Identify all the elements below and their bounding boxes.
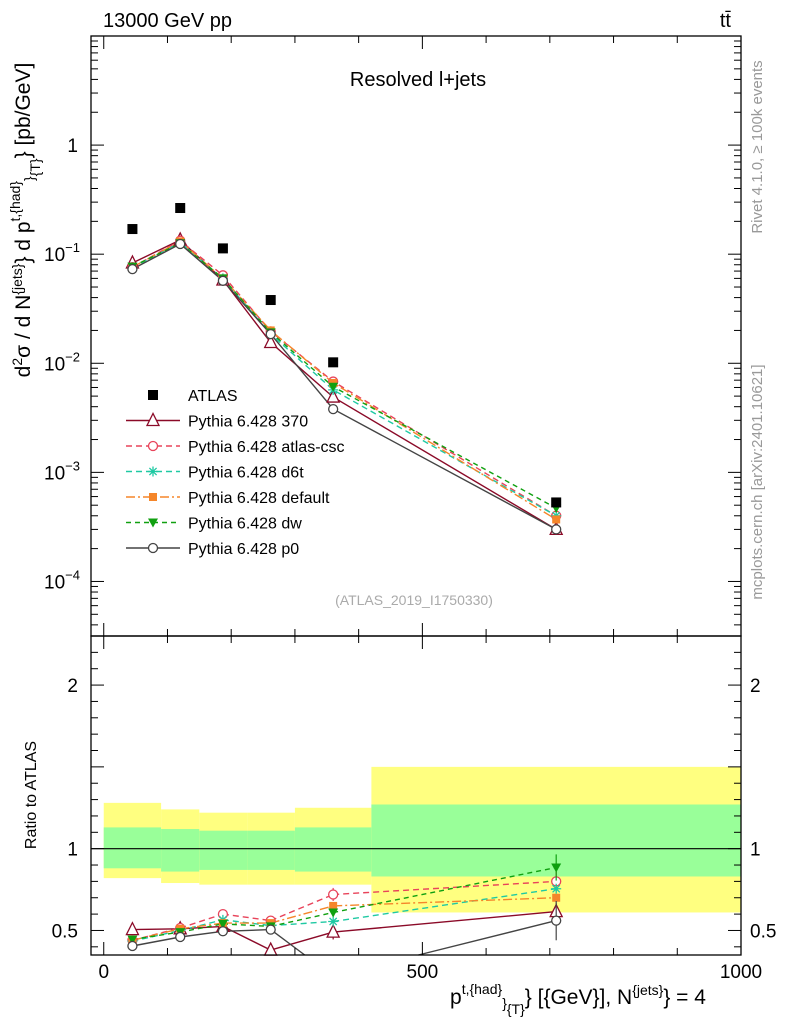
atlas-data-point [328, 357, 339, 368]
atlas-data-point [551, 497, 562, 508]
ratio-series-lines [132, 866, 557, 956]
atlas-data-point [127, 224, 138, 235]
main-y-tick-label: 10−3 [44, 458, 80, 484]
main-point-pythia-6-428-default [552, 515, 561, 524]
main-point-pythia-6-428-370 [326, 388, 341, 403]
x-tick-label: 1000 [720, 962, 762, 983]
stat-uncertainty-band [161, 829, 200, 872]
ticks: 0 500 1000 10−4 10−3 10−2 10−1 1 0.5 0.5 1 1 2 2 [44, 35, 776, 983]
legend-label-pythia-6-428-p0: Pythia 6.428 p0 [188, 541, 299, 558]
stat-uncertainty-band [247, 830, 295, 870]
ratio-y-tick-label-left: 1 [67, 840, 78, 861]
ratio-y-tick-label-right: 2 [750, 676, 761, 697]
chart-title: Resolved l+jets [350, 69, 486, 91]
main-point-pythia-6-428-p0 [217, 275, 229, 286]
legend-label-atlas: ATLAS [188, 388, 238, 405]
source-label: mcplots.cern.ch [arXiv:2401.10621] [749, 364, 766, 599]
legend-label-pythia-6-428-d6t: Pythia 6.428 d6t [188, 465, 304, 482]
stat-uncertainty-band [103, 827, 162, 869]
x-tick-label: 0 [98, 962, 109, 983]
rivet-label: Rivet 4.1.0, ≥ 100k events [749, 60, 766, 233]
ratio-markers [125, 854, 564, 956]
ratio-line-pythia-6-428-default [132, 897, 557, 941]
ratio-y-tick-label-left: 2 [67, 676, 78, 697]
legend-label-pythia-6-428-default: Pythia 6.428 default [188, 490, 330, 507]
legend-label-pythia-6-428-370: Pythia 6.428 370 [188, 414, 308, 431]
ratio-point-pythia-6-428-default [552, 893, 561, 902]
ratio-y-tick-label-right: 0.5 [750, 921, 776, 942]
main-point-pythia-6-428-p0 [175, 238, 186, 250]
energy-label: 13000 GeV pp [103, 10, 232, 32]
ratio-point-pythia-6-428-atlas-csc [328, 889, 339, 900]
main-y-tick-label: 10−1 [44, 240, 80, 266]
main-y-tick-label: 1 [67, 136, 78, 157]
legend-marker-atlas [148, 390, 158, 400]
ratio-y-tick-label-right: 1 [750, 840, 761, 861]
ratio-point-pythia-6-428-d6t [551, 883, 562, 894]
legend-marker-pythia-6-428-atlas-csc [147, 440, 159, 452]
frames [90, 35, 742, 956]
main-point-pythia-6-428-p0 [127, 263, 138, 275]
legend-label-pythia-6-428-atlas-csc: Pythia 6.428 atlas-csc [188, 439, 345, 456]
main-line-pythia-6-428-atlas-csc [132, 239, 557, 517]
x-axis-label: pt,{had}}{T}} [{GeV}], N{jets}} = 4 [450, 981, 706, 1017]
main-y-label: d2σ / d N{jets}} d pt,{had}}{T}} [pb/GeV… [7, 63, 43, 378]
main-point-pythia-6-428-p0 [328, 403, 339, 415]
ratio-point-pythia-6-428-p0 [175, 931, 186, 943]
legend-marker-pythia-6-428-d6t [148, 466, 158, 477]
main-line-pythia-6-428-370 [132, 239, 557, 531]
main-point-pythia-6-428-370 [263, 334, 278, 349]
ratio-line-pythia-6-428-370 [132, 910, 557, 951]
atlas-data-point [175, 203, 186, 214]
process-label: tt̄ [720, 10, 732, 32]
ratio-point-pythia-6-428-p0 [217, 926, 229, 937]
ratio-point-pythia-6-428-370 [326, 923, 341, 938]
legend: ATLAS Pythia 6.428 370 Pythia 6.428 atlas-… [126, 388, 345, 558]
ratio-point-pythia-6-428-default [329, 901, 338, 910]
main-y-tick-label: 10−4 [44, 567, 80, 593]
ratio-point-pythia-6-428-dw [127, 935, 138, 945]
ratio-line-pythia-6-428-p0 [132, 919, 557, 956]
atlas-data-point [265, 295, 276, 306]
main-point-pythia-6-428-p0 [265, 328, 276, 340]
ratio-point-pythia-6-428-p0 [265, 924, 276, 935]
main-line-pythia-6-428-p0 [132, 243, 557, 531]
analysis-id: (ATLAS_2019_I1750330) [335, 592, 493, 608]
ratio-point-pythia-6-428-p0 [551, 915, 562, 926]
ratio-y-tick-label-left: 0.5 [52, 921, 78, 942]
main-markers [125, 231, 564, 536]
legend-marker-pythia-6-428-p0 [147, 542, 159, 554]
ratio-point-pythia-6-428-370 [125, 921, 140, 936]
x-tick-label: 500 [407, 962, 439, 983]
main-series-lines [132, 239, 557, 531]
legend-marker-pythia-6-428-dw [148, 518, 158, 528]
ratio-plot-frame [90, 635, 742, 956]
main-line-pythia-6-428-d6t [132, 241, 557, 517]
main-point-pythia-6-428-dw [328, 382, 339, 392]
ratio-point-pythia-6-428-d6t [328, 916, 339, 927]
legend-label-pythia-6-428-dw: Pythia 6.428 dw [188, 516, 302, 533]
legend-marker-pythia-6-428-default [149, 493, 157, 501]
ratio-bands [91, 766, 741, 913]
stat-uncertainty-band [294, 827, 372, 872]
ratio-line-pythia-6-428-dw [132, 866, 557, 941]
main-line-pythia-6-428-default [132, 240, 557, 521]
data-points [127, 203, 562, 508]
ratio-point-pythia-6-428-dw [217, 919, 228, 929]
main-y-tick-label: 10−2 [44, 349, 80, 375]
stat-uncertainty-band [199, 830, 248, 870]
main-line-pythia-6-428-dw [132, 242, 557, 509]
ratio-point-pythia-6-428-p0 [127, 940, 138, 952]
atlas-data-point [217, 243, 228, 254]
ratio-point-pythia-6-428-dw [551, 863, 562, 873]
ratio-point-pythia-6-428-dw [328, 908, 339, 918]
legend-marker-pythia-6-428-370 [145, 412, 161, 427]
main-point-pythia-6-428-p0 [551, 524, 562, 535]
ratio-y-label: Ratio to ATLAS [23, 741, 40, 849]
